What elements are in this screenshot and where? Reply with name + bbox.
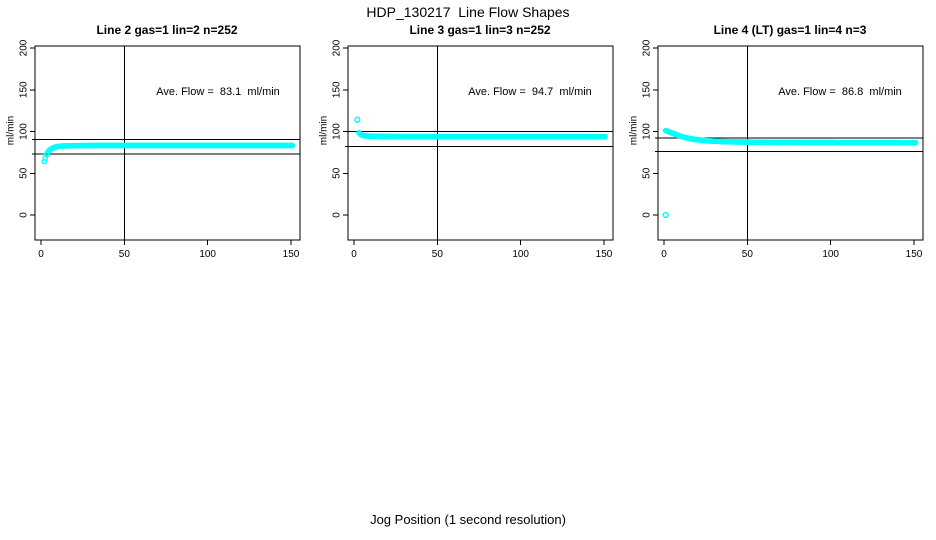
outlier-point (662, 211, 669, 219)
y-tick-label: 50 (332, 167, 343, 179)
panel-3-plot: 0 50 100 150 200 ml/min 0 50 100 150 (629, 39, 924, 260)
panel-1-plot: 0 50 100 150 200 ml/min 0 50 100 150 (6, 39, 301, 260)
x-tick-label: 0 (38, 249, 44, 260)
panel-3-ave-flow-annotation: Ave. Flow = 86.8 ml/min (778, 86, 902, 98)
y-tick-label: 200 (332, 39, 343, 56)
y-tick-label: 100 (642, 123, 653, 140)
x-axis-label: Jog Position (1 second resolution) (370, 512, 566, 527)
x-tick-label: 150 (596, 249, 613, 260)
y-tick-label: 50 (19, 167, 30, 179)
panel-2-ave-flow-annotation: Ave. Flow = 94.7 ml/min (468, 86, 592, 98)
y-tick-label: 0 (642, 212, 653, 218)
x-tick-label: 150 (283, 249, 300, 260)
x-tick-label: 150 (906, 249, 923, 260)
y-axis-title: ml/min (629, 116, 640, 145)
data-series (662, 127, 919, 219)
data-series (41, 142, 296, 165)
x-tick-label: 50 (432, 249, 444, 260)
y-tick-label: 100 (332, 123, 343, 140)
y-tick-label: 150 (642, 81, 653, 98)
x-tick-label: 100 (512, 249, 529, 260)
outlier-point (354, 116, 361, 123)
plot-box (34, 45, 301, 241)
y-axis-title: ml/min (319, 116, 330, 145)
y-tick-label: 150 (19, 81, 30, 98)
x-tick-label: 100 (822, 249, 839, 260)
panel-3-title: Line 4 (LT) gas=1 lin=4 n=3 (713, 23, 867, 37)
y-tick-label: 0 (19, 212, 30, 218)
y-tick-label: 150 (332, 81, 343, 98)
data-point (912, 139, 919, 146)
plot-box (347, 45, 614, 241)
y-tick-label: 50 (642, 167, 653, 179)
x-tick-label: 0 (661, 249, 667, 260)
data-series (354, 116, 608, 140)
panel-2-plot: 0 50 100 150 200 ml/min 0 50 100 150 (319, 39, 614, 260)
x-tick-label: 50 (742, 249, 754, 260)
data-point (42, 155, 49, 161)
figure-title: HDP_130217 Line Flow Shapes (366, 4, 570, 20)
y-tick-label: 0 (332, 212, 343, 218)
panel-1-ave-flow-annotation: Ave. Flow = 83.1 ml/min (156, 86, 280, 98)
y-axis-title: ml/min (6, 116, 17, 145)
data-point (289, 142, 296, 149)
y-tick-label: 100 (19, 123, 30, 140)
panel-2-title: Line 3 gas=1 lin=3 n=252 (409, 23, 551, 37)
x-tick-label: 100 (199, 249, 216, 260)
x-tick-label: 50 (119, 249, 131, 260)
y-tick-label: 200 (642, 39, 653, 56)
x-tick-label: 0 (351, 249, 357, 260)
y-tick-label: 200 (19, 39, 30, 56)
plot-box (657, 45, 924, 241)
data-point (602, 133, 608, 140)
panel-1-title: Line 2 gas=1 lin=2 n=252 (96, 23, 238, 37)
